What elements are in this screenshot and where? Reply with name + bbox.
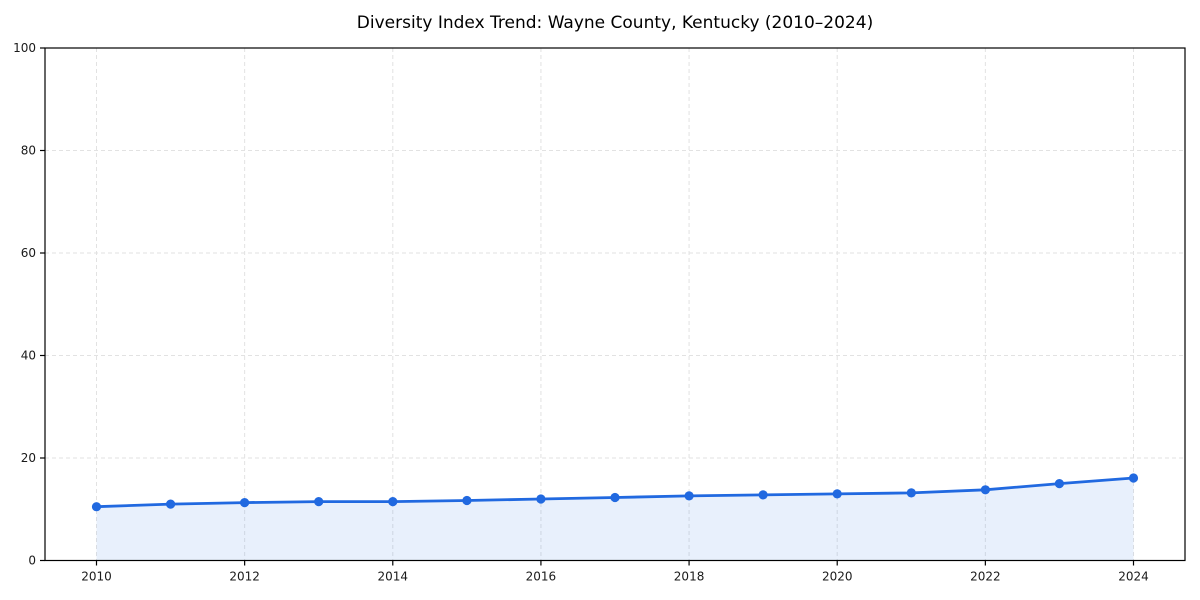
x-tick-label-2022: 2022 [970, 570, 1001, 584]
x-tick-label-2012: 2012 [229, 570, 260, 584]
data-point-2016 [536, 494, 546, 504]
data-point-2022 [980, 485, 991, 495]
y-tick-label-20: 20 [21, 451, 36, 465]
y-tick-label-0: 0 [28, 554, 36, 568]
data-point-2010 [91, 502, 102, 512]
x-tick-label-2016: 2016 [526, 570, 557, 584]
chart-title: Diversity Index Trend: Wayne County, Ken… [356, 13, 874, 33]
data-point-2012 [240, 498, 250, 508]
x-tick-label-2010: 2010 [81, 570, 112, 584]
x-tick-label-2014: 2014 [378, 570, 409, 584]
series-markers [91, 473, 1139, 512]
series-area-fill [96, 478, 1134, 561]
axes-spines [44, 47, 1186, 562]
y-axis-ticks: 0 20 40 60 80 100 [13, 41, 45, 568]
x-tick-label-2018: 2018 [674, 570, 705, 584]
data-point-2011 [166, 499, 176, 509]
data-point-2017 [610, 492, 620, 503]
data-point-2015 [462, 495, 472, 506]
data-point-2023 [1054, 479, 1064, 489]
gridlines [45, 47, 1185, 561]
data-point-2020 [832, 489, 842, 499]
data-point-2014 [388, 497, 398, 507]
data-point-2019 [758, 490, 768, 500]
data-point-2021 [906, 488, 916, 498]
y-tick-label-60: 60 [21, 246, 36, 260]
x-tick-label-2020: 2020 [822, 570, 853, 584]
data-point-2013 [314, 497, 324, 507]
x-tick-label-2024: 2024 [1118, 570, 1149, 584]
y-tick-label-80: 80 [21, 144, 36, 158]
x-axis-ticks: 2010 2012 2014 2016 2018 2020 2022 2024 [81, 560, 1149, 584]
y-tick-label-40: 40 [21, 349, 36, 363]
data-point-2024 [1128, 473, 1139, 483]
data-point-2018 [684, 491, 694, 501]
y-tick-label-100: 100 [13, 41, 36, 55]
